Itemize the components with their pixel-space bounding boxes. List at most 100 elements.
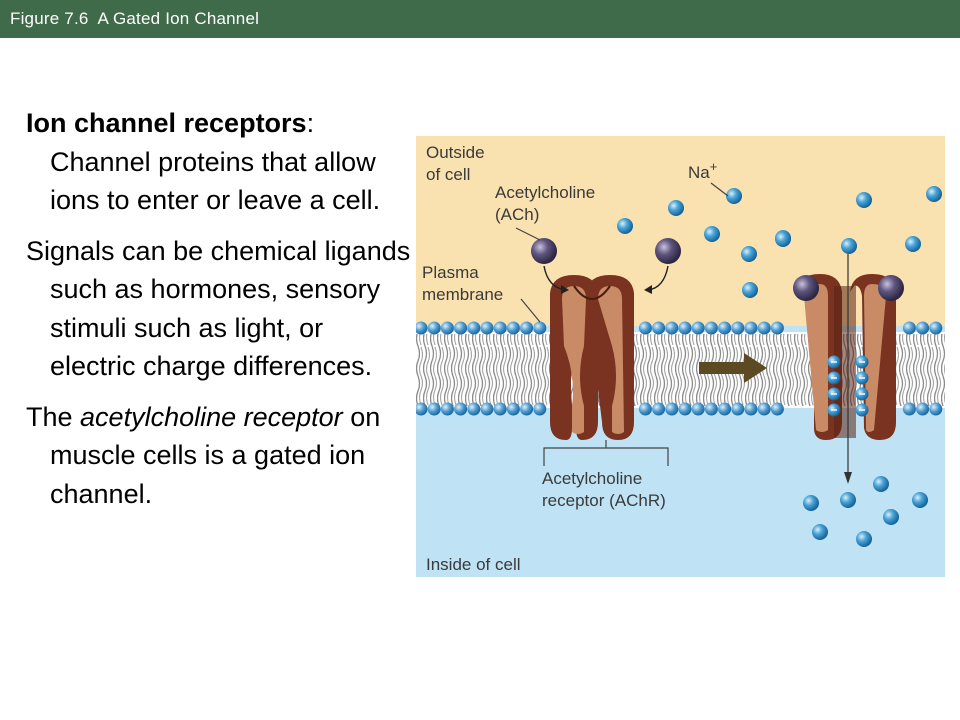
signals-text: Signals can be chemical ligands such as …: [26, 235, 411, 382]
ach-ligand-left: [531, 238, 557, 264]
phospholipid-head: [929, 321, 943, 335]
phospholipid-head: [665, 402, 679, 416]
sodium-ion: [856, 531, 872, 547]
phospholipid-head: [416, 321, 428, 335]
phospholipid-head: [533, 321, 547, 335]
phospholipid-head: [638, 402, 652, 416]
phospholipid-head: [533, 402, 547, 416]
transition-arrowhead: [744, 353, 767, 383]
sodium-ion: [812, 524, 828, 540]
ach-ligand-right: [655, 238, 681, 264]
phospholipid-head: [467, 402, 481, 416]
phospholipid-head: [916, 321, 930, 335]
sodium-ion: [704, 226, 720, 242]
ion-flow-arrowhead: [844, 472, 852, 484]
text-content: Ion channel receptors: Channel proteins …: [26, 104, 411, 525]
label-sodium-charge: +: [710, 159, 718, 174]
open-receptor: [796, 274, 896, 440]
paragraph-ach-receptor: The acetylcholine receptor on muscle cel…: [26, 398, 411, 514]
ach-ligand-bound-left: [793, 275, 819, 301]
label-acetylcholine-2: (ACh): [495, 205, 539, 224]
phospholipid-head: [916, 402, 930, 416]
phospholipid-head: [480, 321, 494, 335]
definition-text: Channel proteins that allow ions to ente…: [50, 146, 381, 216]
sodium-ion: [841, 238, 857, 254]
phospholipid-head: [427, 321, 441, 335]
sodium-ion: [856, 192, 872, 208]
term-colon: :: [306, 108, 315, 138]
binding-arrowhead-right: [644, 285, 652, 294]
sodium-ion: [883, 509, 899, 525]
label-sodium-symbol: Na: [688, 163, 710, 182]
phospholipid-head: [704, 402, 718, 416]
phospholipid-head: [757, 402, 771, 416]
label-achr-2: receptor (AChR): [542, 491, 666, 510]
sodium-ion: [905, 236, 921, 252]
phospholipid-head: [506, 402, 520, 416]
ach-leader: [515, 227, 541, 241]
closed-receptor: [550, 275, 634, 440]
term-ion-channel-receptors: Ion channel receptors: [26, 108, 307, 138]
phospholipid-head: [427, 402, 441, 416]
phospholipid-head: [480, 402, 494, 416]
label-outside-of-cell-2: of cell: [426, 165, 470, 184]
phospholipid-head: [731, 321, 745, 335]
na-leader: [710, 182, 729, 197]
phospholipid-head: [731, 402, 745, 416]
phospholipid-head: [929, 402, 943, 416]
membrane-heads-top: [416, 321, 943, 335]
sodium-ion: [741, 246, 757, 262]
phospholipid-head: [454, 321, 468, 335]
phospholipid-head: [691, 402, 705, 416]
gated-ion-channel-figure: Outside of cell Acetylcholine (ACh) Na+ …: [416, 136, 945, 577]
binding-arrowhead-left: [561, 285, 569, 294]
sodium-ion: [873, 476, 889, 492]
phospholipid-head: [718, 321, 732, 335]
phospholipid-head: [665, 321, 679, 335]
phospholipid-head: [704, 321, 718, 335]
label-sodium: Na+: [688, 159, 717, 182]
membrane-heads-bottom: [416, 402, 943, 416]
phospholipid-head: [757, 321, 771, 335]
phospholipid-head: [678, 402, 692, 416]
phospholipid-head: [454, 402, 468, 416]
phospholipid-head: [678, 321, 692, 335]
phospholipid-head: [506, 321, 520, 335]
ach-pre-text: The: [26, 401, 81, 432]
phospholipid-head: [902, 321, 916, 335]
sodium-ion: [742, 282, 758, 298]
phospholipid-head: [652, 321, 666, 335]
phospholipid-head: [440, 321, 454, 335]
phospholipid-head: [691, 321, 705, 335]
phospholipid-head: [520, 402, 534, 416]
sodium-ion: [726, 188, 742, 204]
label-outside-of-cell-1: Outside: [426, 143, 485, 162]
sodium-ion: [617, 218, 633, 234]
phospholipid-head: [652, 402, 666, 416]
sodium-ion: [840, 492, 856, 508]
paragraph-signals: Signals can be chemical ligands such as …: [26, 232, 411, 386]
sodium-ion: [803, 495, 819, 511]
ach-receptor-term: acetylcholine receptor: [80, 401, 343, 432]
transition-arrow-shaft: [699, 362, 745, 374]
label-plasma-membrane-1: Plasma: [422, 263, 479, 282]
figure-canvas: Outside of cell Acetylcholine (ACh) Na+ …: [416, 136, 945, 577]
phospholipid-head: [440, 402, 454, 416]
outside-region: [416, 136, 945, 326]
label-achr-1: Acetylcholine: [542, 469, 642, 488]
ach-post-text: on muscle cells is a gated ion channel.: [50, 401, 381, 509]
ach-ligand-bound-right: [878, 275, 904, 301]
channel-ions: [827, 355, 869, 417]
label-plasma-membrane-2: membrane: [422, 285, 503, 304]
label-inside-of-cell: Inside of cell: [426, 555, 521, 574]
phospholipid-head: [416, 402, 428, 416]
sodium-ion: [668, 200, 684, 216]
sodium-ion: [912, 492, 928, 508]
sodium-ions-outside: [617, 186, 942, 298]
phospholipid-head: [493, 321, 507, 335]
label-acetylcholine-1: Acetylcholine: [495, 183, 595, 202]
phospholipid-head: [718, 402, 732, 416]
phospholipid-head: [638, 321, 652, 335]
phospholipid-head: [902, 402, 916, 416]
title-bar: Figure 7.6 A Gated Ion Channel: [0, 0, 960, 38]
